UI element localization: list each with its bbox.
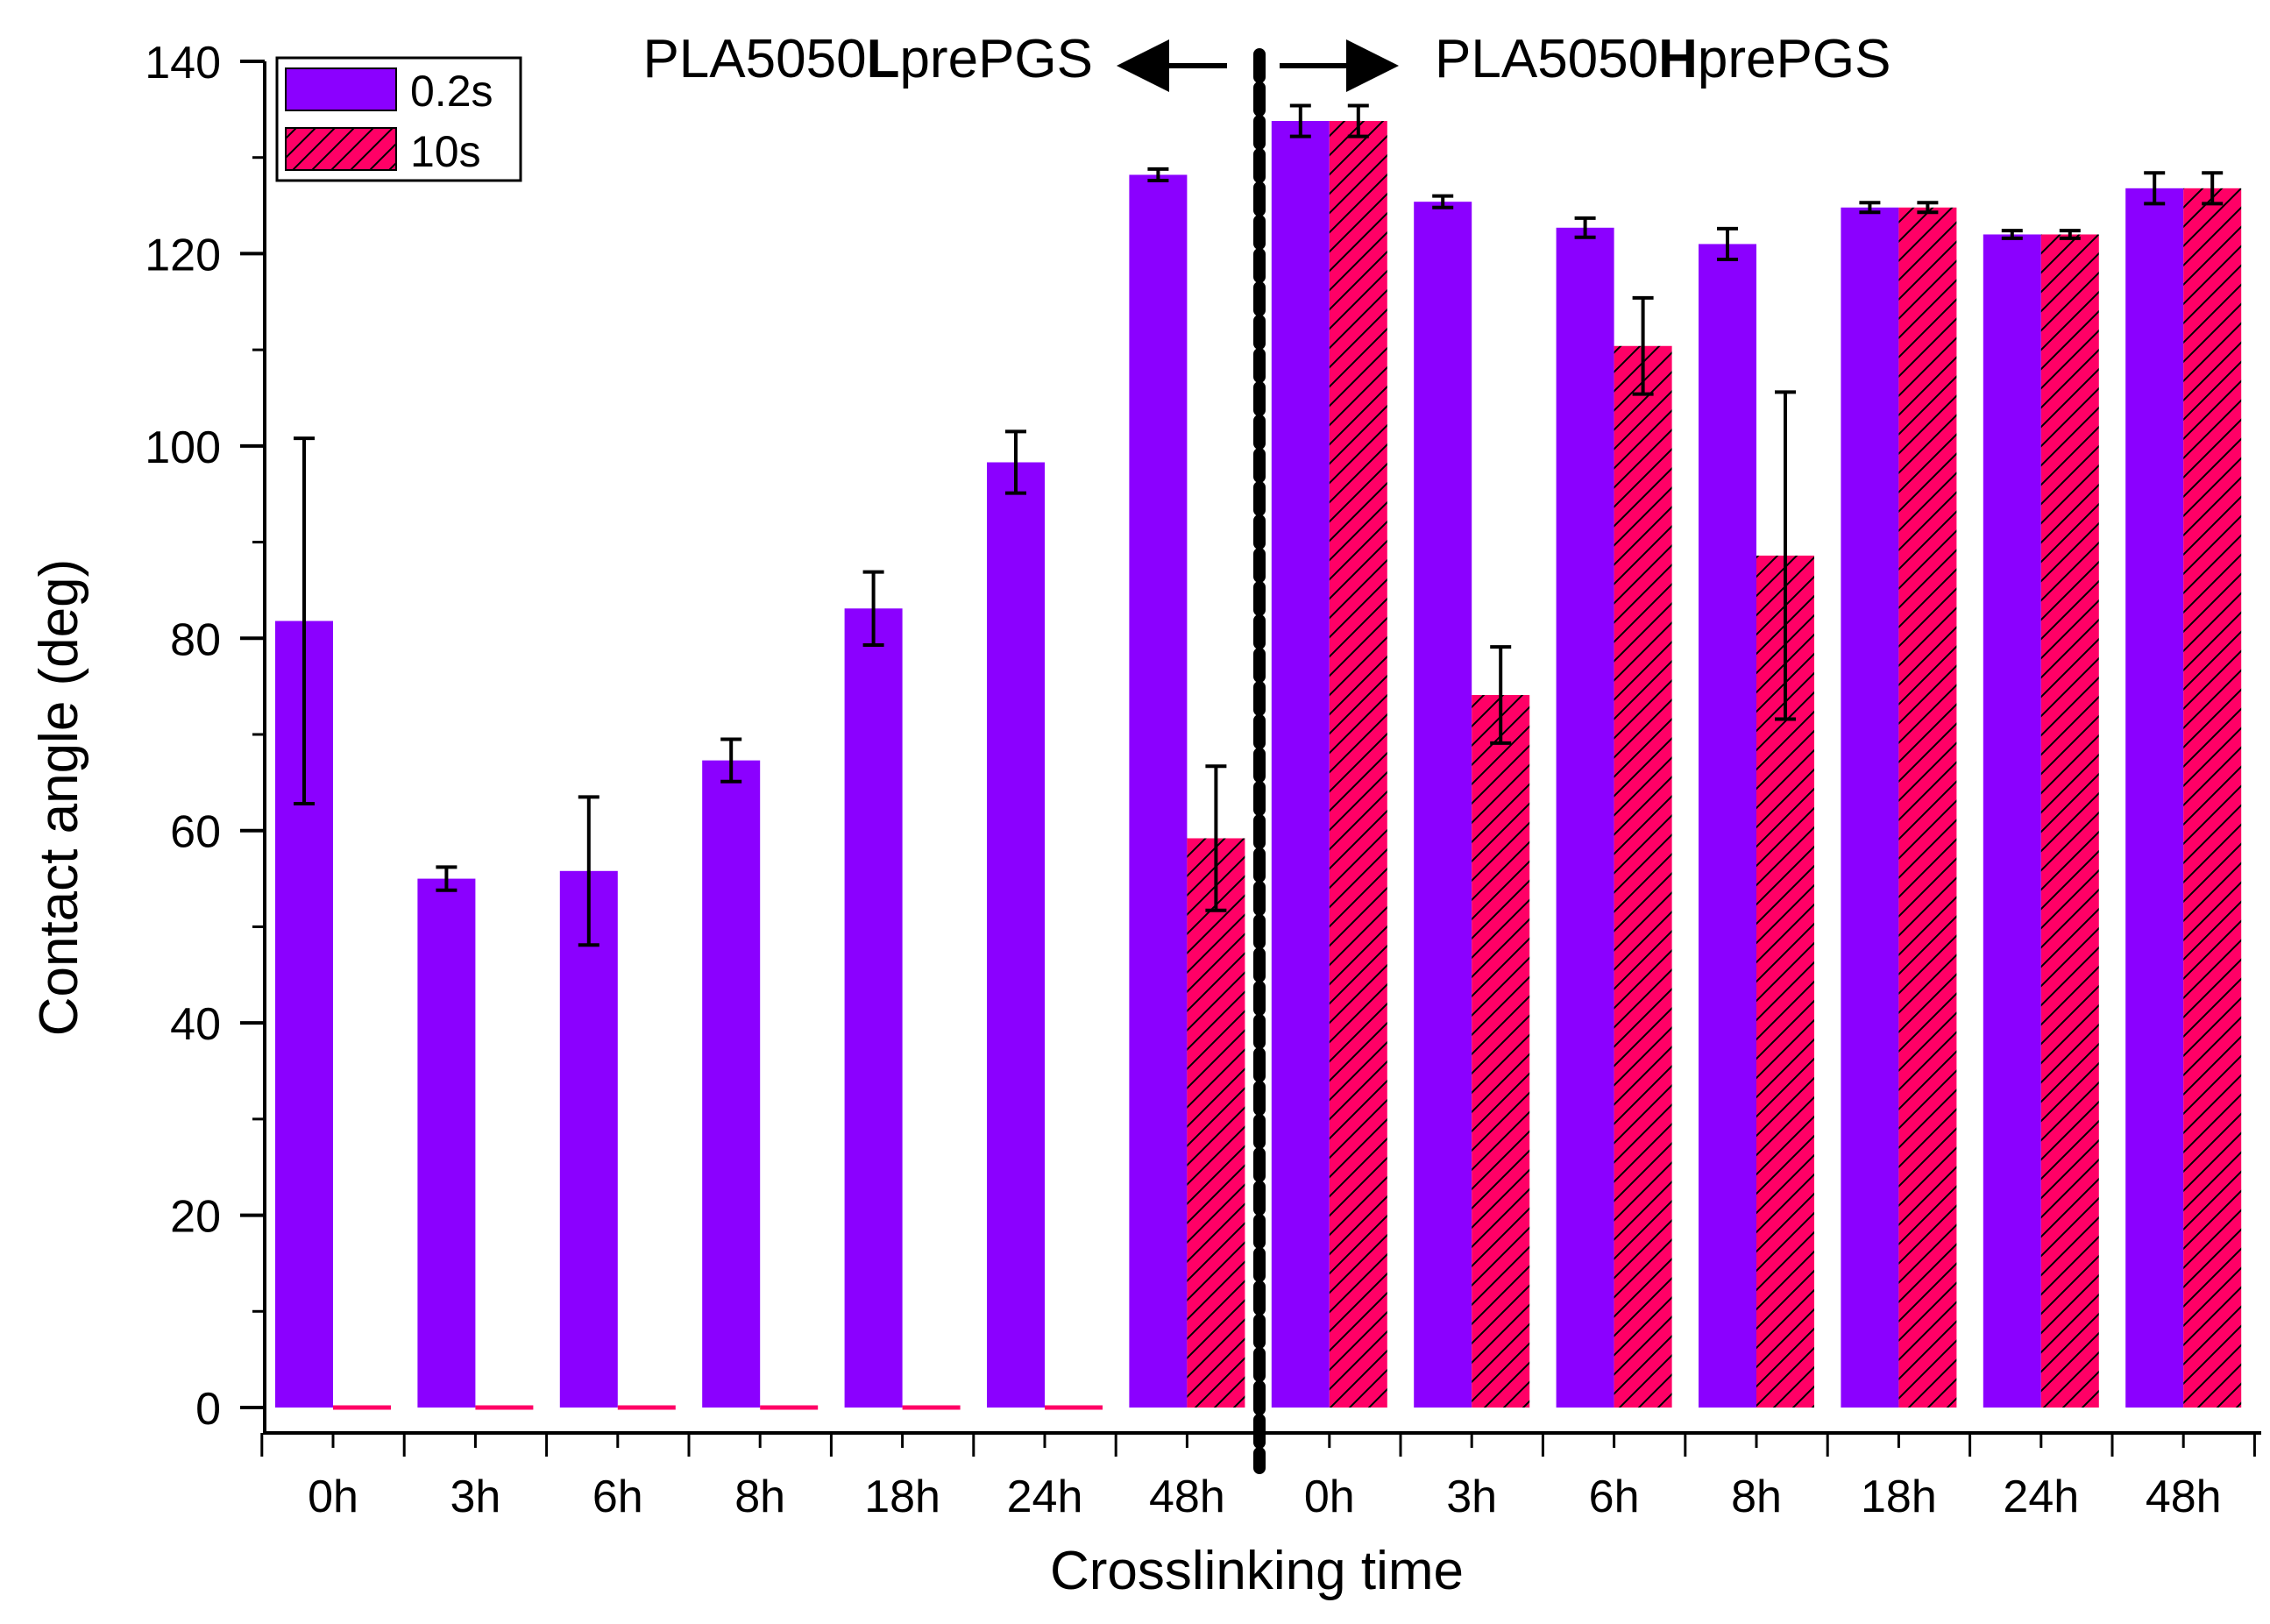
legend-label-10s: 10s: [410, 127, 481, 176]
x-tick-label: 48h: [1149, 1472, 1225, 1522]
error-bars-layer: [294, 103, 2224, 947]
bar-short-5: [987, 462, 1045, 1408]
y-tick-label: 0: [195, 1384, 221, 1435]
bar-short-1: [417, 878, 476, 1408]
y-tick-label: 140: [145, 38, 221, 89]
x-axis-title: Crosslinking time: [1050, 1541, 1464, 1601]
legend: 0.2s 10s: [275, 56, 522, 182]
bar-short-8: [1414, 202, 1472, 1408]
bar-short-10: [1699, 244, 1756, 1408]
y-tick-label: 40: [170, 999, 221, 1050]
bar-short-2: [559, 870, 618, 1408]
x-tick-label: 3h: [450, 1472, 500, 1522]
group-label-right: PLA5050HprePGS: [1435, 29, 1890, 89]
x-axis-ticks: 0h 3h 6h 8h 18h 24h 48h 0h 3h 6h 8h 18h 24h 48h: [260, 1433, 2256, 1522]
bar-long-8: [1472, 695, 1530, 1408]
x-tick-label: 0h: [1304, 1472, 1355, 1522]
bar-short-13: [2125, 188, 2184, 1408]
x-tick-label: 24h: [2003, 1472, 2079, 1522]
bar-short-6: [1129, 174, 1188, 1408]
bar-short-12: [1983, 234, 2041, 1408]
bar-long-13: [2183, 188, 2242, 1408]
y-axis-ticks: 0 20 40 60 80 100 120 140: [145, 38, 265, 1435]
x-tick-label: 6h: [1589, 1472, 1640, 1522]
y-tick-label: 80: [170, 614, 221, 665]
legend-label-0-2s: 0.2s: [410, 67, 493, 116]
group-label-left: PLA5050LprePGS: [642, 29, 1093, 89]
y-tick-label: 60: [170, 807, 221, 858]
x-tick-label: 48h: [2146, 1472, 2222, 1522]
x-tick-label: 8h: [734, 1472, 785, 1522]
x-tick-label: 6h: [592, 1472, 643, 1522]
bar-short-3: [702, 760, 761, 1408]
bar-short-9: [1556, 227, 1614, 1408]
x-tick-label: 18h: [864, 1472, 940, 1522]
y-tick-label: 20: [170, 1192, 221, 1243]
bar-short-4: [844, 608, 903, 1408]
x-tick-label: 3h: [1446, 1472, 1497, 1522]
legend-swatch-10s: [285, 127, 397, 171]
bar-long-11: [1898, 207, 1957, 1408]
bars-layer: [275, 121, 2242, 1410]
x-tick-label: 18h: [1861, 1472, 1937, 1522]
y-axis-title: Contact angle (deg): [29, 559, 89, 1037]
x-tick-label: 8h: [1731, 1472, 1782, 1522]
x-tick-label: 0h: [308, 1472, 358, 1522]
y-tick-label: 100: [145, 422, 221, 473]
bar-long-7: [1329, 121, 1387, 1408]
bar-short-7: [1271, 121, 1330, 1408]
y-tick-label: 120: [145, 230, 221, 280]
bar-long-9: [1614, 345, 1672, 1408]
bar-long-12: [2040, 234, 2099, 1408]
x-tick-label: 24h: [1007, 1472, 1083, 1522]
bar-short-11: [1841, 207, 1899, 1408]
bar-long-6: [1187, 838, 1245, 1408]
legend-swatch-0-2s: [285, 67, 397, 111]
